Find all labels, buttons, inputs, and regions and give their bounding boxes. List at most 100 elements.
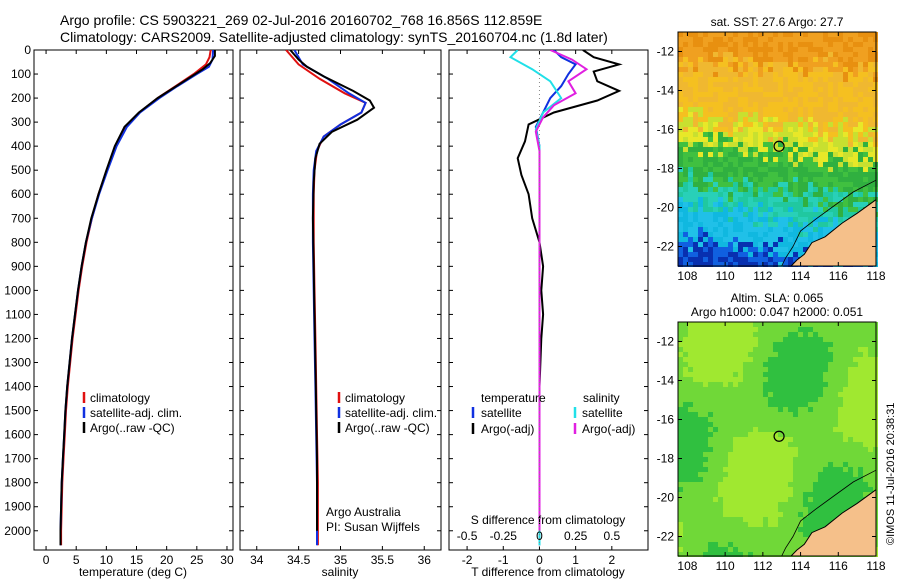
map-cell	[728, 192, 733, 197]
map-cell	[798, 367, 803, 372]
map-cell	[703, 462, 708, 467]
map-cell	[798, 447, 803, 452]
map-cell	[738, 207, 743, 212]
map-cell	[683, 397, 688, 402]
map-cell	[693, 507, 698, 512]
map-cell	[743, 57, 748, 62]
map-cell	[733, 342, 738, 347]
map-cell	[693, 352, 698, 357]
map-cell	[768, 472, 773, 477]
map-cell	[808, 202, 813, 207]
map-cell	[798, 442, 803, 447]
map-cell	[728, 462, 733, 467]
map-cell	[838, 192, 843, 197]
map-cell	[798, 107, 803, 112]
map-cell	[813, 402, 818, 407]
map-cell	[828, 187, 833, 192]
map-cell	[793, 97, 798, 102]
map-cell	[773, 207, 778, 212]
map-cell	[703, 527, 708, 532]
map-cell	[678, 147, 683, 152]
map-cell	[753, 222, 758, 227]
map-cell	[788, 552, 793, 557]
map-cell	[863, 127, 868, 132]
map-cell	[678, 407, 683, 412]
map-cell	[803, 437, 808, 442]
map-cell	[843, 37, 848, 42]
map-cell	[718, 482, 723, 487]
map-cell	[688, 67, 693, 72]
map-cell	[778, 252, 783, 257]
map-cell	[743, 147, 748, 152]
map-cell	[763, 417, 768, 422]
map-cell	[818, 472, 823, 477]
map-cell	[848, 112, 853, 117]
map-cell	[793, 452, 798, 457]
map-cell	[858, 52, 863, 57]
argo-position-marker	[773, 430, 785, 442]
map-cell	[868, 192, 873, 197]
map-cell	[768, 167, 773, 172]
map-cell	[723, 477, 728, 482]
map-cell	[733, 322, 738, 327]
map-cell	[833, 327, 838, 332]
map-cell	[843, 382, 848, 387]
map-cell	[683, 487, 688, 492]
map-cell	[783, 517, 788, 522]
map-cell	[708, 62, 713, 67]
map-cell	[793, 477, 798, 482]
map-cell	[828, 372, 833, 377]
map-cell	[708, 422, 713, 427]
map-cell	[703, 522, 708, 527]
map-cell	[748, 392, 753, 397]
map-cell	[843, 32, 848, 37]
map-cell	[733, 102, 738, 107]
map-cell	[788, 152, 793, 157]
map-cell	[763, 252, 768, 257]
map-cell	[763, 72, 768, 77]
map-cell	[838, 92, 843, 97]
map-cell	[693, 137, 698, 142]
x-tick-label: 2	[608, 553, 615, 567]
map-cell	[858, 362, 863, 367]
map-cell	[768, 217, 773, 222]
map-cell	[698, 442, 703, 447]
map-cell	[743, 487, 748, 492]
map-cell	[768, 207, 773, 212]
map-cell	[728, 477, 733, 482]
map-cell	[693, 452, 698, 457]
map-cell	[733, 42, 738, 47]
map-cell	[708, 362, 713, 367]
map-cell	[743, 477, 748, 482]
map-cell	[773, 77, 778, 82]
map-cell	[708, 472, 713, 477]
map-cell	[813, 102, 818, 107]
map-cell	[678, 202, 683, 207]
map-cell	[773, 172, 778, 177]
map-cell	[738, 182, 743, 187]
map-cell	[868, 432, 873, 437]
map-cell	[693, 322, 698, 327]
map-cell	[838, 37, 843, 42]
map-cell	[778, 42, 783, 47]
map-cell	[798, 252, 803, 257]
map-cell	[703, 332, 708, 337]
map-cell	[833, 377, 838, 382]
map-cell	[808, 482, 813, 487]
map-cell	[838, 347, 843, 352]
map-cell	[733, 212, 738, 217]
map-cell	[683, 357, 688, 362]
map-cell	[678, 252, 683, 257]
map-cell	[868, 162, 873, 167]
map-cell	[698, 32, 703, 37]
map-cell	[853, 342, 858, 347]
map-cell	[718, 82, 723, 87]
map-cell	[853, 362, 858, 367]
map-cell	[828, 102, 833, 107]
map-cell	[688, 362, 693, 367]
map-cell	[813, 427, 818, 432]
map-cell	[698, 187, 703, 192]
map-cell	[808, 87, 813, 92]
map-cell	[733, 162, 738, 167]
